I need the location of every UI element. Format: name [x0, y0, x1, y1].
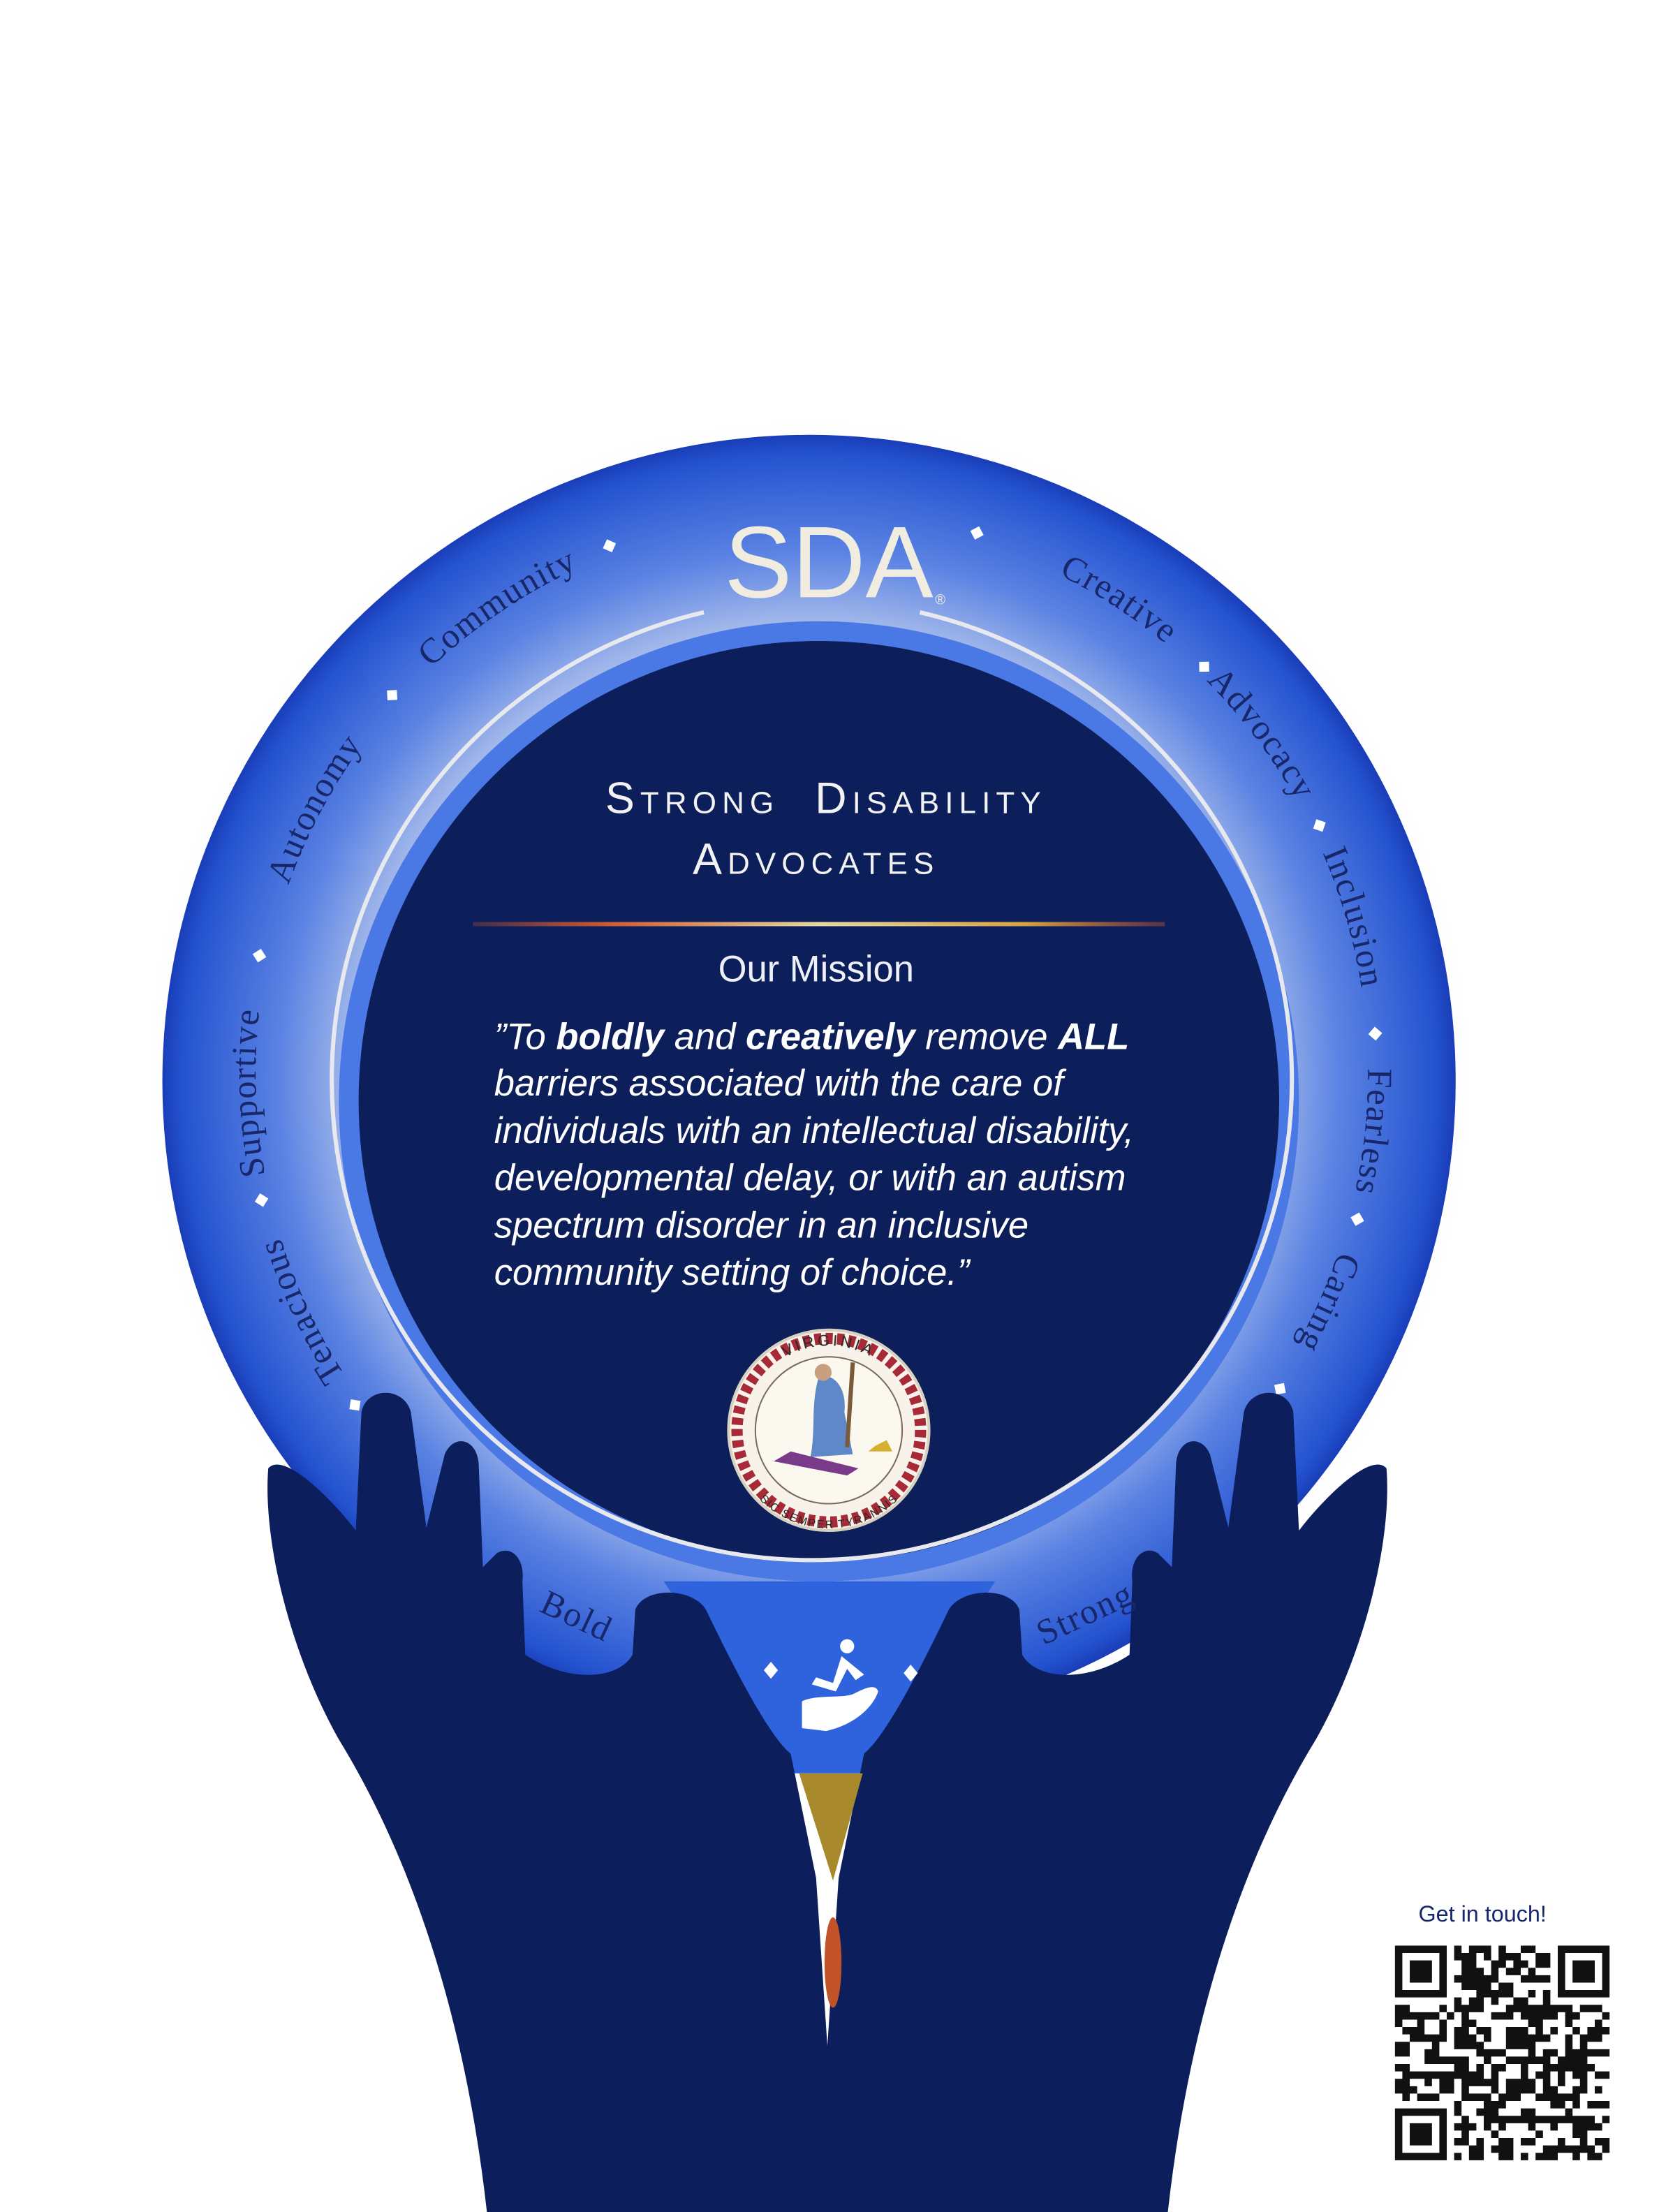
mission-part: ”To [494, 1016, 556, 1057]
mission-line: barriers associated with the care of [494, 1063, 1068, 1104]
diamond [349, 1399, 361, 1411]
diamond [1368, 1026, 1382, 1041]
mission-body: barriers associated with the care of indi… [494, 1063, 1134, 1293]
seal-figure [810, 1376, 853, 1457]
logo: SDA [724, 505, 933, 619]
mission-heading: Our Mission [718, 948, 914, 989]
mission-line: spectrum disorder in an inclusive [494, 1204, 1028, 1246]
ring-line [330, 610, 1295, 1563]
mission-part: remove [915, 1016, 1058, 1057]
seal-spear [845, 1362, 855, 1447]
qr-code [1394, 1945, 1610, 2160]
seal-rim [731, 1332, 927, 1528]
ring-word: Supportive [224, 1006, 272, 1181]
ring-word-text: Supportive [224, 1006, 271, 1181]
seal [727, 1328, 931, 1532]
seal-tyrant [774, 1451, 859, 1476]
gold-wedge [799, 1773, 863, 1881]
mission-line: community setting of choice.” [494, 1252, 971, 1293]
diamond [1199, 661, 1209, 672]
diamond [603, 539, 617, 553]
contact-label: Get in touch! [1419, 1901, 1547, 1926]
mission-part: ALL [1056, 1016, 1129, 1057]
diamond [1350, 1212, 1364, 1226]
title-line: Advocates [693, 835, 939, 884]
hand-icon [802, 1639, 878, 1732]
icon-palm [802, 1687, 878, 1732]
red-slit [824, 1917, 842, 2008]
mission-line: individuals with an intellectual disabil… [494, 1110, 1134, 1151]
seal-head [814, 1364, 832, 1381]
diamond [1313, 819, 1326, 832]
title-line: Strong Disability [605, 774, 1047, 823]
mission-part: boldly [556, 1016, 666, 1057]
diamond [387, 690, 398, 701]
diamond [252, 948, 267, 963]
diamond [1274, 1382, 1286, 1395]
divider [473, 922, 1165, 927]
diamonds [252, 526, 1382, 1411]
diamond [254, 1193, 269, 1207]
mission-line: ”To boldly and creatively remove ALL [494, 1016, 1130, 1057]
mission-part: creatively [746, 1016, 917, 1057]
seal-crown [868, 1440, 892, 1452]
mission-line: developmental delay, or with an autism [494, 1158, 1126, 1199]
inner-disc [339, 621, 1299, 1581]
diamond [970, 526, 984, 540]
funnel [663, 1581, 996, 1774]
artwork: SDA ® Strong Disability Advocates Our Mi… [131, 404, 1610, 2212]
mission-part: and [664, 1016, 746, 1057]
icon-figure [811, 1656, 864, 1692]
logo-mark: ® [935, 592, 945, 607]
icon-head [840, 1639, 855, 1653]
